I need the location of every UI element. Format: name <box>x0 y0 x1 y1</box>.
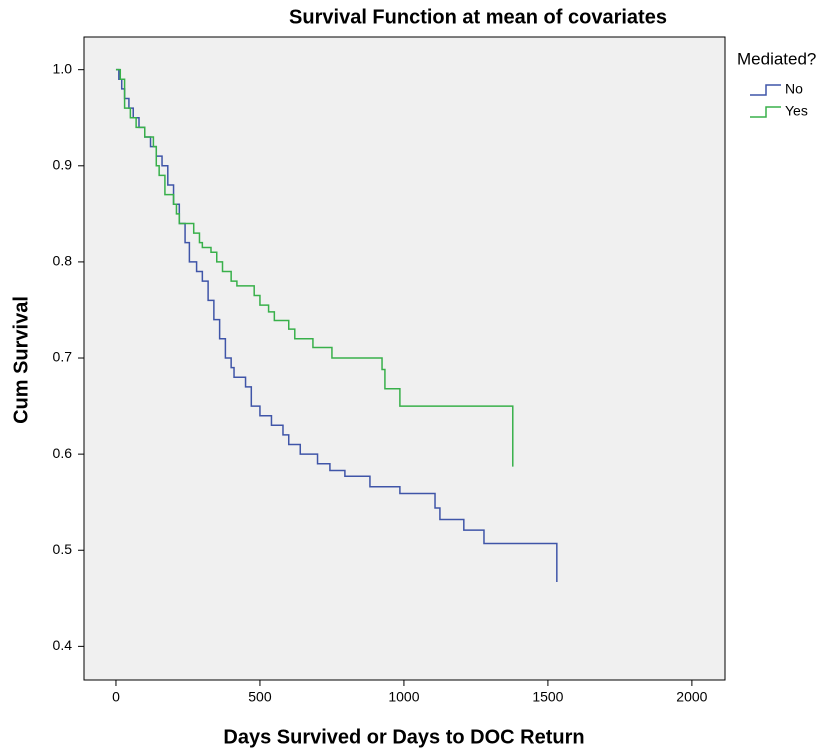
x-tick-label: 1000 <box>388 689 419 705</box>
chart-title: Survival Function at mean of covariates <box>289 6 667 28</box>
x-tick-label: 2000 <box>676 689 707 705</box>
x-tick-label: 500 <box>248 689 272 705</box>
y-tick-label: 0.6 <box>53 445 73 461</box>
x-tick-label: 0 <box>112 689 120 705</box>
y-tick-label: 1.0 <box>53 60 73 76</box>
y-tick-label: 0.8 <box>53 253 73 269</box>
y-tick-label: 0.4 <box>53 637 73 653</box>
x-axis-label: Days Survived or Days to DOC Return <box>223 726 584 748</box>
y-tick-label: 0.9 <box>53 156 73 172</box>
plot-area <box>83 36 726 681</box>
y-tick-label: 0.5 <box>53 541 73 557</box>
legend-swatch <box>750 84 781 96</box>
legend-title: Mediated? <box>737 49 816 68</box>
survival-line <box>115 68 514 467</box>
legend-label: Yes <box>785 103 808 119</box>
y-tick-label: 0.7 <box>53 349 73 365</box>
legend-label: No <box>785 81 803 97</box>
y-axis-label: Cum Survival <box>10 296 32 424</box>
legend-swatch <box>750 106 781 118</box>
x-tick-label: 1500 <box>532 689 563 705</box>
